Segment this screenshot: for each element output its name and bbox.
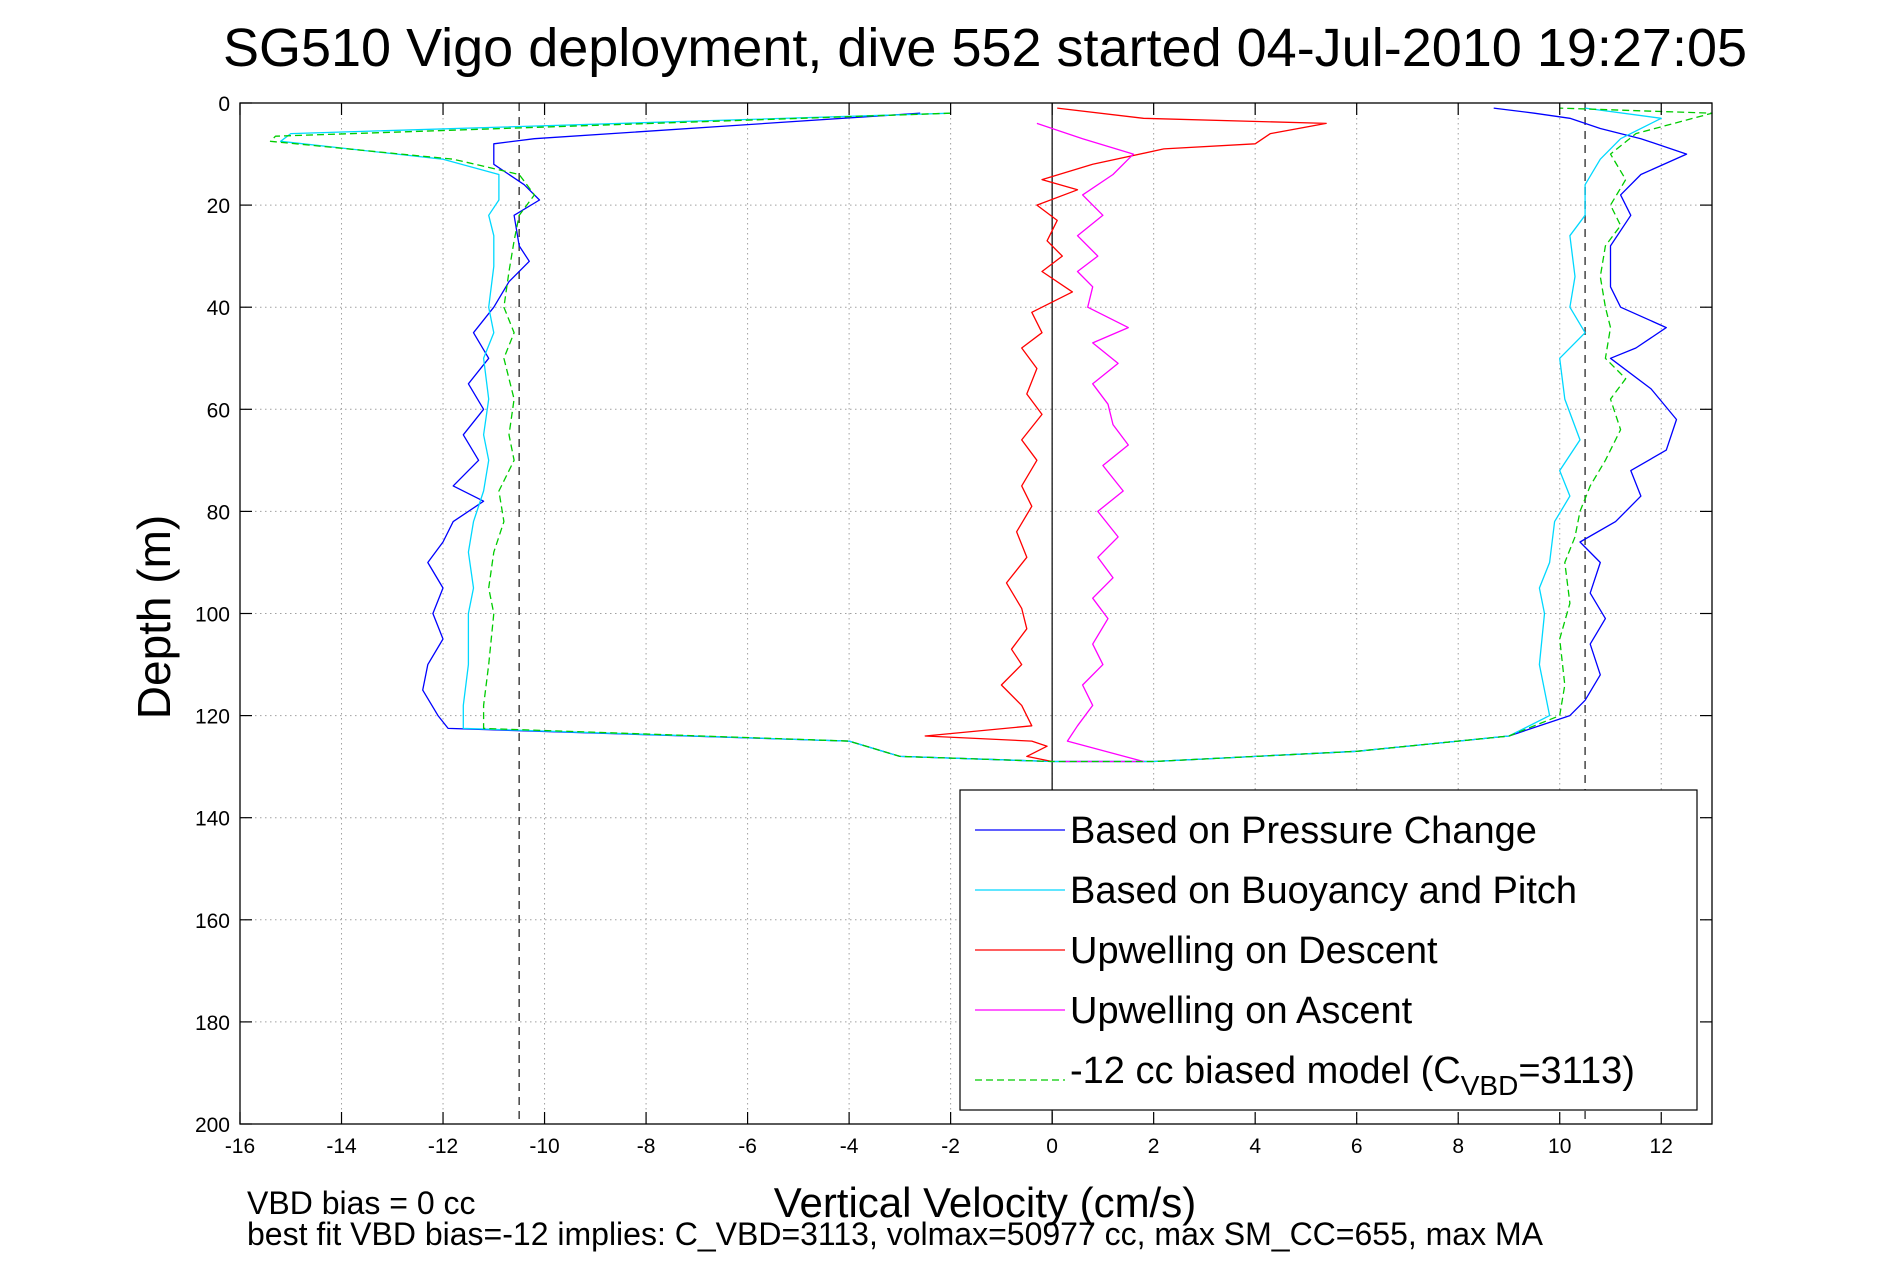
y-tick-label: 180 [195, 1012, 230, 1035]
y-axis-label: Depth (m) [128, 515, 180, 719]
y-tick-label: 40 [207, 297, 230, 320]
x-tick-label: -6 [738, 1135, 757, 1158]
y-tick-labels: 0 20 40 60 80 100 120 140 160 180 200 [195, 93, 230, 1137]
x-tick-label: -16 [225, 1135, 255, 1158]
y-tick-label: 0 [218, 93, 230, 116]
x-tick-label: -14 [326, 1135, 357, 1158]
x-tick-label: -12 [428, 1135, 458, 1158]
y-tick-label: 200 [195, 1114, 230, 1137]
chart-title: SG510 Vigo deployment, dive 552 started … [223, 18, 1747, 78]
x-tick-label: 8 [1452, 1135, 1464, 1158]
x-tick-label: -4 [840, 1135, 859, 1158]
footer-note-vbd-bias: VBD bias = 0 cc [247, 1185, 476, 1221]
y-tick-label: 100 [195, 604, 230, 627]
y-tick-label: 120 [195, 706, 230, 729]
x-tick-label: 2 [1148, 1135, 1160, 1158]
legend: Based on Pressure Change Based on Buoyanc… [959, 789, 1698, 1111]
series-line [422, 107, 1688, 763]
y-tick-label: 160 [195, 910, 230, 933]
axis-ticks [239, 102, 1712, 1125]
series-line [1036, 122, 1145, 763]
y-tick-label: 80 [207, 501, 230, 524]
legend-label: Upwelling on Descent [1070, 930, 1438, 972]
x-tick-label: 0 [1046, 1135, 1058, 1158]
x-tick-label: 10 [1548, 1135, 1571, 1158]
legend-label: Upwelling on Ascent [1070, 990, 1413, 1032]
x-axis-label: Vertical Velocity (cm/s) [774, 1179, 1196, 1226]
legend-label-subscript: VBD [1461, 1070, 1519, 1101]
y-tick-label: 20 [207, 195, 230, 218]
footer-note-best-fit: best fit VBD bias=-12 implies: C_VBD=311… [247, 1216, 1544, 1252]
legend-label: Based on Pressure Change [1070, 810, 1537, 852]
x-tick-label: 6 [1351, 1135, 1363, 1158]
series-line [269, 107, 1713, 763]
x-tick-label: 12 [1650, 1135, 1673, 1158]
legend-label: -12 cc biased model (CVBD=3113) [1070, 1050, 1635, 1101]
x-tick-label: -2 [941, 1135, 960, 1158]
x-tick-labels: -16 -14 -12 -10 -8 -6 -4 -2 0 2 4 6 8 10 12 [225, 1135, 1673, 1158]
legend-label: Based on Buoyancy and Pitch [1070, 870, 1577, 912]
series-line [924, 107, 1327, 763]
y-tick-label: 60 [207, 399, 230, 422]
plot-series [269, 107, 1713, 763]
x-tick-label: 4 [1249, 1135, 1261, 1158]
series-line [279, 107, 1662, 763]
legend-label-main: -12 cc biased model (C [1070, 1050, 1461, 1092]
legend-frame [959, 789, 1698, 1111]
y-tick-label: 140 [195, 808, 230, 831]
x-tick-label: -10 [529, 1135, 559, 1158]
legend-label-suffix: =3113) [1518, 1050, 1635, 1092]
x-tick-label: -8 [637, 1135, 656, 1158]
